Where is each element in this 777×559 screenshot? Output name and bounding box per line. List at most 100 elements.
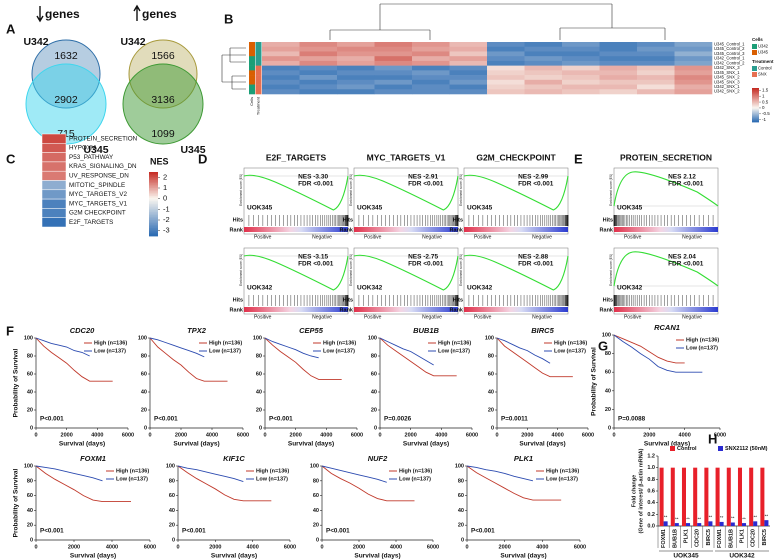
significance: ** (720, 515, 724, 520)
colorbar-step (149, 188, 158, 190)
survival-curve (264, 337, 319, 359)
y-axis-label: Enrichment score (ES) (459, 174, 463, 206)
colorbar-step (752, 109, 759, 111)
colorbar-step (149, 202, 158, 205)
heatmap-cell (637, 56, 675, 62)
y-tick-label: 60 (605, 370, 611, 376)
x-tick-label: 4000 (536, 544, 548, 550)
positive-label: Positive (364, 314, 382, 320)
annotation-cell (249, 42, 255, 48)
heatmap-cell (337, 46, 375, 52)
survival-curve (379, 337, 434, 366)
colorbar-tick-label: 0 (163, 194, 167, 203)
chart-title: NUF2 (368, 454, 388, 463)
x-tick-label: BUB1B (672, 529, 678, 548)
rank-label: Rank (340, 227, 354, 233)
colorbar-step (149, 208, 158, 211)
y-tick-label: 20 (605, 407, 611, 413)
x-tick-label: 4000 (247, 544, 259, 550)
heatmap-cell (299, 70, 338, 76)
fdr: FDR <0.001 (668, 181, 704, 188)
annotation-title: Treatment (256, 96, 261, 115)
legend-swatch (752, 44, 757, 49)
colorbar-tick-label: 1 (163, 183, 167, 192)
annotation-cell (255, 79, 262, 85)
significance: ** (731, 516, 735, 521)
y-tick-label: 0 (461, 537, 464, 543)
y-tick-label: 60 (458, 493, 464, 499)
heatmap-cell (562, 51, 600, 57)
heatmap-cell (674, 51, 713, 57)
heatmap-cell (449, 56, 488, 62)
row-label: P53_PATHWAY (69, 154, 114, 161)
heatmap-cell (412, 60, 450, 66)
colorbar-step (149, 231, 158, 234)
heatmap-cell (599, 75, 638, 81)
annotation-cell (255, 89, 262, 95)
row-label: U345_SNX_3 (714, 79, 740, 84)
venn-set (122, 63, 204, 145)
positive-label: Positive (474, 234, 492, 240)
heatmap-cell (524, 84, 563, 90)
heatmap-cell (599, 79, 638, 85)
y-axis-label: Enrichment score (ES) (609, 254, 613, 286)
colorbar-step (149, 175, 158, 178)
y-tick-label: 0 (30, 537, 33, 543)
x-tick-label: FOXM1 (661, 529, 667, 548)
heatmap-cell (637, 70, 675, 76)
panel-letter: A (6, 21, 16, 36)
colorbar-step (149, 218, 158, 221)
heatmap-cell (374, 42, 413, 48)
fdr: FDR <0.001 (408, 261, 444, 268)
y-axis-label: Probability of Survival (591, 347, 598, 416)
heatmap-cell (487, 65, 525, 71)
heatmap-cell (41, 161, 67, 172)
chart-title: PLK1 (514, 454, 533, 463)
y-tick-label: 0 (172, 537, 175, 543)
legend-label: Low (n=137) (209, 348, 241, 354)
cell-label: UOK345 (247, 205, 273, 212)
heatmap-cell (412, 89, 450, 95)
positive-label: Positive (364, 234, 382, 240)
heatmap-cell (674, 89, 713, 95)
heatmap-cell (374, 89, 413, 95)
colorbar-step (752, 99, 759, 102)
legend-title: Treatment (752, 59, 774, 64)
heatmap-cell (374, 46, 413, 52)
heatmap-cell (562, 60, 600, 66)
heatmap-cell (674, 65, 713, 71)
heatmap-cell (599, 65, 638, 71)
colorbar-step (149, 220, 158, 222)
colorbar-step (752, 90, 759, 92)
heatmap-cell (487, 42, 525, 48)
p-value: P=0.0011 (501, 416, 528, 423)
y-tick-label: 0.4 (647, 500, 656, 506)
heatmap-cell (299, 89, 338, 95)
x-tick-label: 4000 (552, 432, 564, 438)
y-tick-label: 20 (169, 523, 175, 529)
legend-label: High (n=136) (256, 468, 289, 474)
heatmap-cell (337, 60, 375, 66)
heatmap-cell (262, 89, 300, 95)
heatmap-cell (524, 79, 563, 85)
chart-title: BUB1B (413, 326, 439, 335)
y-tick-label: 100 (166, 463, 175, 469)
legend-label: Low (n=137) (94, 348, 126, 354)
row-label: U345_SNX_2 (714, 75, 740, 80)
heatmap-cell (412, 79, 450, 85)
rank-label: Rank (230, 227, 244, 233)
heatmap-cell (674, 60, 713, 66)
y-tick-label: 40 (458, 508, 464, 514)
row-label: U342_SNX_2 (714, 89, 740, 94)
y-tick-label: 60 (256, 371, 262, 377)
heatmap-cell (449, 65, 488, 71)
heatmap-cell (262, 75, 300, 81)
hits-label: Hits (453, 217, 463, 223)
heatmap-cell (337, 79, 375, 85)
negative-label: Negative (532, 234, 552, 240)
y-tick-label: 80 (27, 353, 33, 359)
bar (742, 523, 747, 526)
heatmap-cell (562, 70, 600, 76)
y-tick-label: 0 (144, 425, 147, 431)
heatmap-cell (337, 75, 375, 81)
